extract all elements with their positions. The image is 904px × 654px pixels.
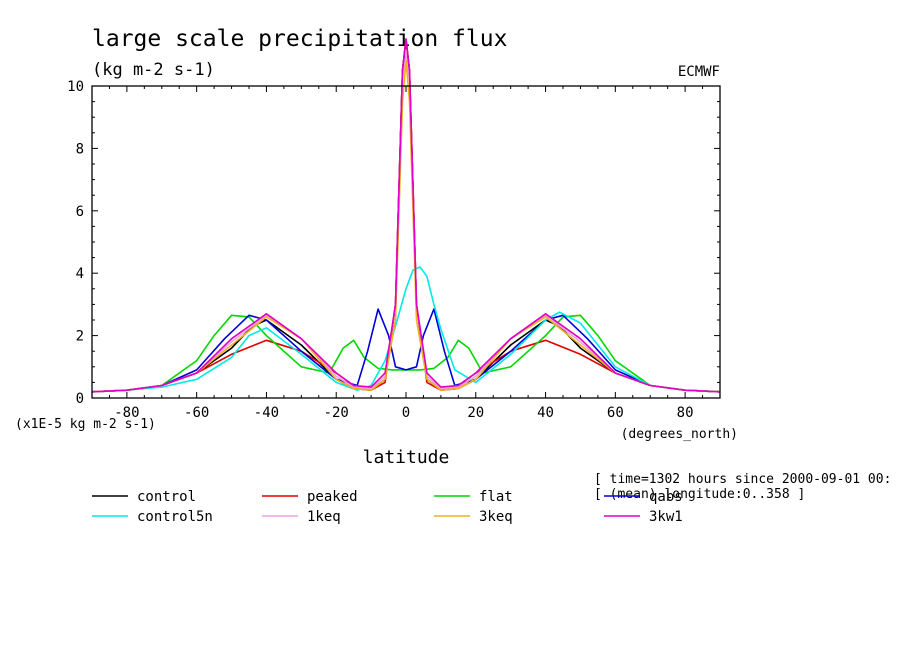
legend-label-control: control: [137, 489, 196, 505]
chart-subtitle: (kg m-2 s-1): [92, 60, 215, 80]
time-info: [ time=1302 hours since 2000-09-01 00:: [594, 472, 891, 487]
plot-frame: [91, 85, 721, 399]
series-line-control: [92, 38, 720, 393]
legend-label-qabs: qabs: [649, 489, 683, 505]
series-line-3kw1: [92, 38, 720, 393]
series-line-1keq: [92, 54, 720, 393]
mean-info: [ (mean) longitude:0..358 ]: [594, 487, 805, 502]
legend-label-control5n: control5n: [137, 509, 213, 525]
y-tick-label: 6: [76, 204, 84, 220]
x-tick-label: -60: [184, 405, 209, 421]
legend-label-3keq: 3keq: [479, 509, 513, 525]
series-line-peaked: [92, 38, 720, 393]
x-tick-label: 40: [537, 405, 554, 421]
x-tick-label: 60: [607, 405, 624, 421]
y-tick-label: 2: [76, 329, 84, 345]
y-tick-label: 0: [76, 391, 84, 407]
legend: control peaked flat qabs control5n 1keq 3keq 3k…: [92, 489, 683, 525]
chart-title: large scale precipitation flux: [92, 26, 507, 52]
legend-label-flat: flat: [479, 489, 513, 505]
x-tick-label: 0: [402, 405, 410, 421]
x-tick-label: -40: [254, 405, 279, 421]
y-tick-label: 4: [76, 266, 84, 282]
x-tick-label: 80: [677, 405, 694, 421]
x-tick-label: 20: [467, 405, 484, 421]
legend-label-3kw1: 3kw1: [649, 509, 683, 525]
y-tick-label: 10: [67, 79, 84, 95]
series-line-flat: [92, 314, 720, 393]
x-tick-label: -20: [324, 405, 349, 421]
y-scale-note: (x1E-5 kg m-2 s-1): [15, 417, 156, 432]
series-layer: [92, 38, 720, 393]
axis-ticks: -80 -60 -40 -20 0 20 40 60 80 0 2 4 6 8 10: [67, 79, 721, 421]
x-unit-label: (degrees_north): [621, 427, 738, 442]
x-tick-label: -80: [114, 405, 139, 421]
source-label: ECMWF: [678, 64, 720, 80]
series-line-qabs: [92, 308, 720, 393]
x-axis-label: latitude: [363, 447, 450, 468]
series-line-3keq: [92, 60, 720, 393]
series-line-control5n: [92, 266, 720, 393]
legend-label-peaked: peaked: [307, 489, 358, 505]
y-tick-label: 8: [76, 141, 84, 157]
legend-label-1keq: 1keq: [307, 509, 341, 525]
